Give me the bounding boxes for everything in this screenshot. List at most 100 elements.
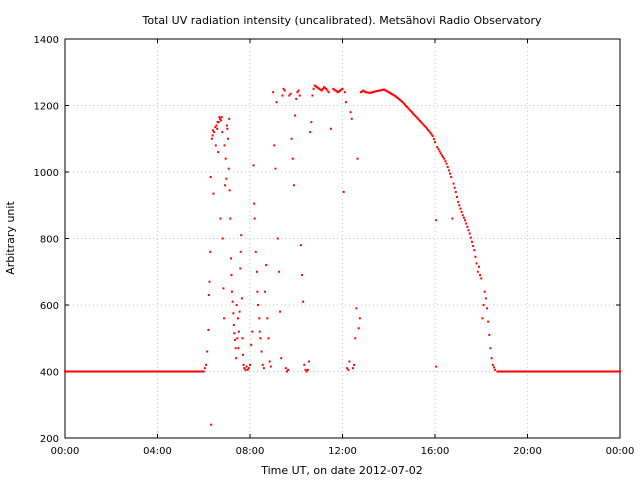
data-point (613, 370, 616, 373)
data-point (528, 370, 531, 373)
data-point (143, 370, 146, 373)
data-point (575, 370, 578, 373)
data-point (317, 87, 320, 90)
data-point (214, 126, 217, 129)
data-point (526, 370, 529, 373)
data-point (224, 157, 227, 160)
data-point (504, 370, 507, 373)
data-point (190, 370, 193, 373)
data-point (196, 370, 199, 373)
data-point (237, 347, 240, 350)
data-point (114, 370, 117, 373)
data-point (571, 370, 574, 373)
data-point (440, 154, 443, 157)
data-point (81, 370, 84, 373)
data-point (75, 370, 78, 373)
data-point (203, 367, 206, 370)
data-point (109, 370, 112, 373)
data-point (393, 94, 396, 97)
data-point (431, 135, 434, 138)
data-point (132, 370, 135, 373)
data-point (414, 114, 417, 117)
data-point (227, 137, 230, 140)
data-point (257, 304, 260, 306)
data-point (84, 370, 87, 373)
data-point (211, 134, 214, 137)
data-point (119, 370, 122, 373)
data-point (80, 370, 83, 373)
data-point (518, 370, 521, 373)
data-point (444, 160, 447, 163)
data-point (607, 370, 610, 373)
data-point (258, 317, 261, 320)
data-point (534, 370, 537, 373)
data-point (423, 124, 426, 127)
data-point (494, 368, 497, 371)
data-point (339, 89, 342, 92)
data-point (562, 370, 565, 373)
x-tick-label: 04:00 (143, 446, 172, 457)
data-point (565, 370, 568, 373)
data-point (405, 104, 408, 107)
data-point (603, 370, 606, 373)
data-point (582, 370, 584, 373)
data-point (106, 370, 109, 373)
data-point (517, 370, 520, 373)
data-point (388, 91, 391, 94)
data-point (233, 338, 236, 341)
data-point (451, 217, 454, 220)
data-point (289, 92, 292, 95)
data-point (541, 370, 544, 373)
data-point (466, 225, 469, 228)
data-point (212, 129, 214, 132)
data-point (580, 370, 583, 373)
data-point (351, 367, 354, 370)
data-point (134, 370, 137, 373)
data-point (120, 370, 123, 373)
data-point (525, 370, 528, 373)
data-point (615, 370, 618, 373)
data-points (64, 84, 621, 426)
data-point (305, 370, 308, 373)
data-point (378, 89, 381, 92)
data-point (594, 370, 597, 373)
data-point (464, 219, 467, 222)
data-point (390, 92, 393, 95)
data-point (146, 370, 149, 373)
data-point (301, 274, 304, 277)
data-point (97, 370, 100, 373)
data-point (557, 370, 560, 373)
data-point (165, 370, 168, 373)
data-point (425, 127, 428, 130)
data-point (67, 370, 70, 373)
data-point (239, 267, 242, 270)
data-point (276, 237, 279, 240)
data-point (236, 337, 239, 340)
data-point (563, 370, 566, 373)
data-point (208, 280, 211, 283)
data-point (597, 370, 600, 373)
data-point (593, 370, 596, 373)
data-point (244, 368, 247, 371)
data-point (126, 370, 129, 373)
data-point (606, 370, 609, 373)
data-point (298, 94, 301, 97)
data-point (266, 317, 269, 320)
data-point (384, 89, 387, 92)
data-point (287, 368, 290, 371)
data-point (509, 370, 512, 373)
grid (65, 39, 620, 438)
data-point (217, 151, 220, 154)
data-point (344, 101, 347, 104)
data-point (418, 119, 421, 122)
data-point (572, 370, 575, 373)
data-point (460, 210, 463, 213)
data-point (218, 116, 221, 119)
data-point (214, 144, 217, 147)
data-point (608, 370, 611, 373)
data-point (595, 370, 598, 373)
data-point (148, 370, 151, 373)
data-point (524, 370, 527, 373)
data-point (235, 304, 238, 306)
